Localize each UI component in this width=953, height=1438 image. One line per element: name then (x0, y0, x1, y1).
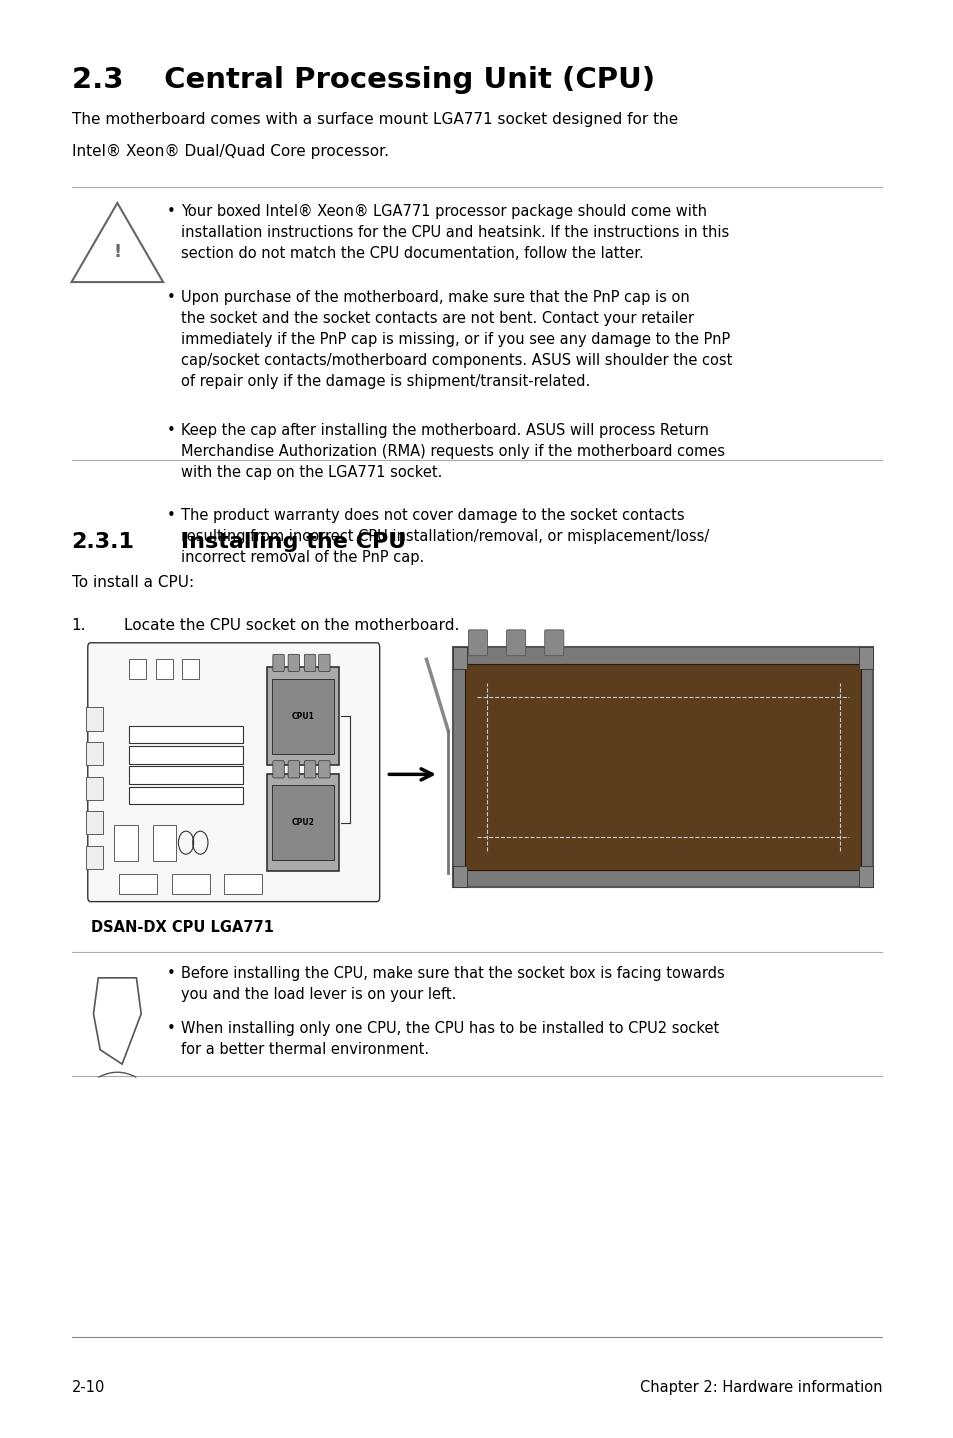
Text: 2-10: 2-10 (71, 1380, 105, 1395)
Text: When installing only one CPU, the CPU has to be installed to CPU2 socket
for a b: When installing only one CPU, the CPU ha… (181, 1021, 719, 1057)
FancyBboxPatch shape (86, 742, 103, 765)
Text: Upon purchase of the motherboard, make sure that the PnP cap is on
the socket an: Upon purchase of the motherboard, make s… (181, 290, 732, 388)
FancyBboxPatch shape (152, 825, 176, 861)
FancyBboxPatch shape (129, 746, 243, 764)
Text: 2.3.1: 2.3.1 (71, 532, 134, 552)
FancyBboxPatch shape (267, 667, 338, 765)
FancyBboxPatch shape (858, 647, 872, 669)
Text: CPU2: CPU2 (292, 818, 314, 827)
FancyBboxPatch shape (506, 630, 525, 656)
Text: •: • (167, 966, 175, 981)
FancyBboxPatch shape (114, 825, 138, 861)
FancyBboxPatch shape (119, 874, 157, 894)
Text: To install a CPU:: To install a CPU: (71, 575, 193, 590)
FancyBboxPatch shape (288, 654, 299, 672)
FancyBboxPatch shape (453, 647, 872, 887)
FancyBboxPatch shape (129, 787, 243, 804)
FancyBboxPatch shape (129, 766, 243, 784)
FancyBboxPatch shape (224, 874, 262, 894)
Text: Locate the CPU socket on the motherboard.: Locate the CPU socket on the motherboard… (124, 618, 459, 633)
Text: The product warranty does not cover damage to the socket contacts
resulting from: The product warranty does not cover dama… (181, 509, 709, 565)
Text: •: • (167, 509, 175, 523)
FancyBboxPatch shape (273, 761, 284, 778)
Text: !: ! (113, 243, 121, 260)
FancyBboxPatch shape (858, 866, 872, 887)
FancyBboxPatch shape (318, 761, 330, 778)
FancyBboxPatch shape (172, 874, 210, 894)
FancyBboxPatch shape (88, 643, 379, 902)
Text: •: • (167, 290, 175, 305)
FancyBboxPatch shape (272, 679, 334, 754)
Text: Intel® Xeon® Dual/Quad Core processor.: Intel® Xeon® Dual/Quad Core processor. (71, 144, 388, 158)
Text: Keep the cap after installing the motherboard. ASUS will process Return
Merchand: Keep the cap after installing the mother… (181, 423, 724, 480)
FancyBboxPatch shape (86, 777, 103, 800)
FancyBboxPatch shape (86, 707, 103, 731)
FancyBboxPatch shape (544, 630, 563, 656)
FancyBboxPatch shape (468, 630, 487, 656)
Text: CPU1: CPU1 (292, 712, 314, 720)
Text: The motherboard comes with a surface mount LGA771 socket designed for the: The motherboard comes with a surface mou… (71, 112, 677, 127)
Text: DSAN-DX CPU LGA771: DSAN-DX CPU LGA771 (91, 920, 274, 935)
FancyBboxPatch shape (464, 664, 861, 870)
FancyBboxPatch shape (304, 761, 315, 778)
FancyBboxPatch shape (273, 654, 284, 672)
FancyBboxPatch shape (272, 785, 334, 860)
Text: •: • (167, 423, 175, 437)
FancyBboxPatch shape (155, 659, 172, 679)
FancyBboxPatch shape (129, 726, 243, 743)
Text: •: • (167, 204, 175, 219)
FancyBboxPatch shape (86, 846, 103, 869)
FancyBboxPatch shape (318, 654, 330, 672)
FancyBboxPatch shape (288, 761, 299, 778)
FancyBboxPatch shape (129, 659, 146, 679)
FancyBboxPatch shape (86, 811, 103, 834)
Text: 1.: 1. (71, 618, 86, 633)
Text: Before installing the CPU, make sure that the socket box is facing towards
you a: Before installing the CPU, make sure tha… (181, 966, 724, 1002)
Text: 2.3    Central Processing Unit (CPU): 2.3 Central Processing Unit (CPU) (71, 66, 654, 93)
Text: Chapter 2: Hardware information: Chapter 2: Hardware information (639, 1380, 882, 1395)
FancyBboxPatch shape (267, 774, 338, 871)
FancyBboxPatch shape (182, 659, 199, 679)
Text: Your boxed Intel® Xeon® LGA771 processor package should come with
installation i: Your boxed Intel® Xeon® LGA771 processor… (181, 204, 729, 262)
Text: •: • (167, 1021, 175, 1035)
FancyBboxPatch shape (453, 866, 467, 887)
FancyBboxPatch shape (453, 647, 467, 669)
Text: Installing the CPU: Installing the CPU (181, 532, 406, 552)
FancyBboxPatch shape (304, 654, 315, 672)
